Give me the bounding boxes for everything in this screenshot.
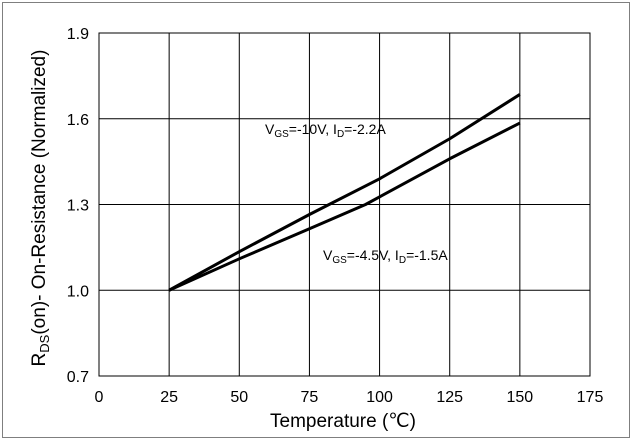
chart: 0 25 50 75 100 125 150 175 0.71.01.31.61.9 VGS=…: [29, 26, 604, 432]
series-label-part: =-10V, I: [289, 121, 337, 137]
series-label-part: =-4.5V, I: [347, 247, 399, 263]
x-tick-label: 150: [507, 389, 534, 406]
series-label-vgs-4-5v: VGS=-4.5V, ID=-1.5A: [323, 247, 448, 266]
series-label-subscript: D: [337, 129, 344, 140]
x-tick-label: 125: [436, 389, 463, 406]
y-axis-title: RDS(on)- On-Resistance (Normalized): [29, 50, 52, 367]
y-tick-label: 0.7: [67, 369, 89, 386]
series-lines: [168, 93, 521, 292]
x-tick-label: 100: [366, 389, 393, 406]
x-tick-label: 50: [230, 389, 248, 406]
series-label-subscript: GS: [274, 129, 289, 140]
x-axis-title: Temperature (℃): [270, 411, 416, 432]
horizontal-gridlines: [99, 32, 590, 377]
y-tick-labels: 0.7 1.0 1.3 1.6 1.9: [67, 26, 89, 386]
series-line-1: [168, 121, 521, 292]
series-label-part: =-1.5A: [406, 247, 448, 263]
x-tick-label: 0: [95, 389, 104, 406]
x-tick-label: 25: [160, 389, 178, 406]
plot-area-border: [98, 32, 591, 377]
x-tick-labels: 0 25 50 75 100 125 150 175: [95, 389, 604, 406]
x-tick-label: 75: [301, 389, 319, 406]
series-label-part: V: [323, 247, 333, 263]
x-tick-label: 175: [577, 389, 604, 406]
y-axis-title-subscript: DS: [37, 334, 52, 352]
y-tick-label: 1.0: [67, 283, 89, 300]
series-label-part: =-2.2A: [344, 121, 386, 137]
series-line-0: [168, 93, 521, 292]
series-label-vgs-10v: VGS=-10V, ID=-2.2A: [265, 121, 386, 140]
series-label-subscript: GS: [332, 255, 347, 266]
y-tick-label: 1.9: [67, 26, 89, 43]
series-label-part: V: [265, 121, 275, 137]
chart-frame: 0 25 50 75 100 125 150 175 0.7 1.0 1.3 1.6 1.9 VGS=…: [2, 2, 630, 438]
series-label-subscript: D: [399, 255, 406, 266]
y-axis-title-part: (on)- On-Resistance (Normalized): [29, 50, 50, 335]
y-tick-label: 1.6: [67, 112, 89, 129]
y-axis-title-part: R: [29, 353, 50, 367]
y-tick-label: 1.3: [67, 198, 89, 215]
